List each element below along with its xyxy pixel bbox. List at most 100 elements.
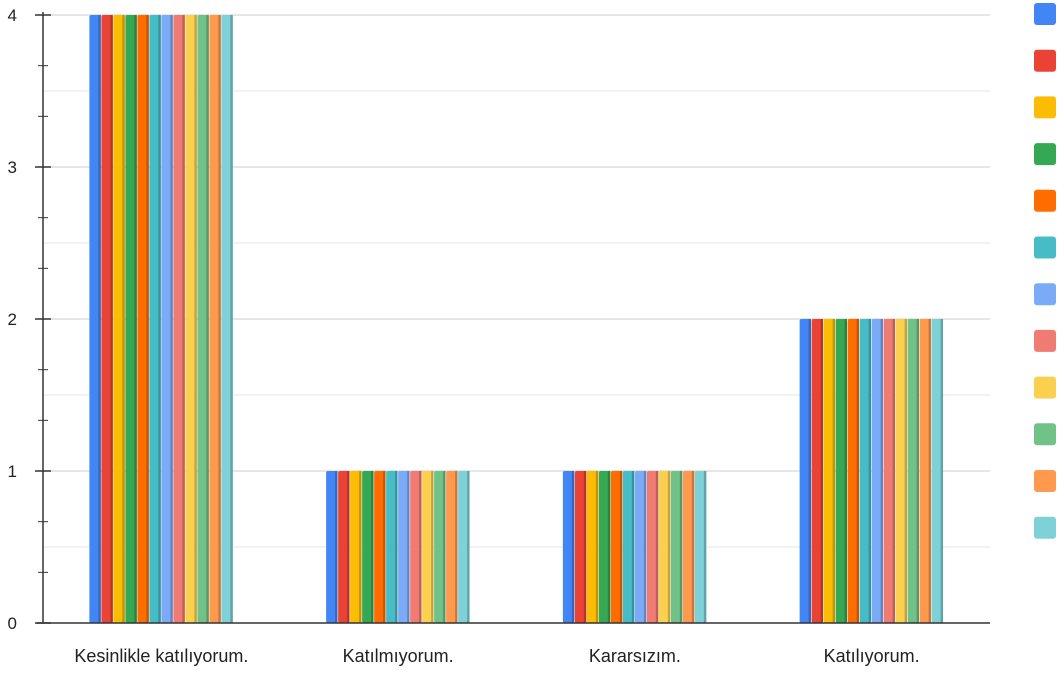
bar-1-series-6 bbox=[149, 15, 161, 623]
bar-edge-2-series-12 bbox=[467, 471, 470, 623]
bar-4-series-2 bbox=[811, 319, 824, 623]
bar-edge-3-series-11 bbox=[691, 471, 695, 623]
bar-2-series-6 bbox=[386, 471, 398, 623]
y-tick-label-0: 0 bbox=[8, 614, 17, 633]
bar-4-series-12 bbox=[931, 319, 944, 623]
y-tick-label-3: 3 bbox=[8, 158, 17, 177]
bar-2-series-2 bbox=[338, 471, 350, 623]
legend-swatch-6 bbox=[1034, 236, 1056, 259]
bar-edge-4-series-9 bbox=[904, 319, 908, 623]
bar-2-series-8 bbox=[410, 471, 422, 623]
bar-4-series-7 bbox=[871, 319, 884, 623]
y-tick-label-2: 2 bbox=[8, 310, 17, 329]
bar-3-series-9 bbox=[658, 471, 671, 623]
bar-edge-2-series-3 bbox=[359, 471, 362, 623]
bar-edge-2-series-8 bbox=[419, 471, 422, 623]
bar-2-series-9 bbox=[422, 471, 434, 623]
bar-1-series-10 bbox=[197, 15, 209, 623]
bar-edge-4-series-4 bbox=[844, 319, 848, 623]
x-category-label-2: Katılmıyorum. bbox=[343, 646, 454, 666]
bar-3-series-5 bbox=[610, 471, 623, 623]
bar-1-series-7 bbox=[161, 15, 173, 623]
bar-2-series-11 bbox=[446, 471, 458, 623]
bar-3-series-4 bbox=[598, 471, 611, 623]
bar-1-series-11 bbox=[209, 15, 221, 623]
bar-edge-4-series-1 bbox=[808, 319, 812, 623]
bar-edge-1-series-9 bbox=[194, 15, 197, 623]
legend-swatch-4 bbox=[1034, 143, 1056, 166]
bar-edge-3-series-3 bbox=[595, 471, 599, 623]
x-category-label-1: Kesinlikle katılıyorum. bbox=[74, 646, 248, 666]
bar-edge-1-series-11 bbox=[218, 15, 221, 623]
bar-4-series-3 bbox=[823, 319, 836, 623]
bar-3-series-11 bbox=[682, 471, 695, 623]
bar-edge-3-series-2 bbox=[583, 471, 587, 623]
y-tick-label-4: 4 bbox=[8, 6, 17, 25]
bar-edge-3-series-10 bbox=[679, 471, 683, 623]
bar-edge-4-series-11 bbox=[928, 319, 932, 623]
legend-swatch-9 bbox=[1034, 376, 1056, 399]
bar-edge-2-series-1 bbox=[335, 471, 338, 623]
bar-4-series-10 bbox=[907, 319, 920, 623]
bar-3-series-2 bbox=[574, 471, 587, 623]
bar-2-series-5 bbox=[374, 471, 386, 623]
bar-3-series-7 bbox=[634, 471, 647, 623]
legend-swatch-7 bbox=[1034, 283, 1056, 306]
x-category-label-3: Kararsızım. bbox=[589, 646, 681, 666]
bar-4-series-8 bbox=[883, 319, 896, 623]
bar-edge-4-series-8 bbox=[892, 319, 896, 623]
bar-edge-2-series-9 bbox=[431, 471, 434, 623]
bar-2-series-3 bbox=[350, 471, 362, 623]
bar-3-series-12 bbox=[694, 471, 707, 623]
legend-swatch-5 bbox=[1034, 189, 1056, 212]
bar-1-series-9 bbox=[185, 15, 197, 623]
legend-swatch-8 bbox=[1034, 329, 1056, 352]
bar-edge-1-series-10 bbox=[206, 15, 209, 623]
bar-3-series-1 bbox=[562, 471, 575, 623]
y-tick-label-1: 1 bbox=[8, 462, 17, 481]
bar-edge-4-series-2 bbox=[820, 319, 824, 623]
bar-4-series-5 bbox=[847, 319, 860, 623]
bar-edge-1-series-2 bbox=[110, 15, 113, 623]
legend-swatch-1 bbox=[1034, 3, 1056, 25]
bar-edge-3-series-8 bbox=[655, 471, 659, 623]
bar-edge-2-series-6 bbox=[395, 471, 398, 623]
bar-4-series-11 bbox=[919, 319, 932, 623]
bar-edge-3-series-1 bbox=[571, 471, 575, 623]
bar-2-series-4 bbox=[362, 471, 374, 623]
x-axis-category-labels: Kesinlikle katılıyorum. Katılmıyorum. Kara… bbox=[74, 646, 919, 666]
bar-4-series-4 bbox=[835, 319, 848, 623]
bar-1-series-5 bbox=[137, 15, 149, 623]
bar-edge-1-series-1 bbox=[98, 15, 101, 623]
bar-2-series-1 bbox=[326, 471, 338, 623]
legend-swatch-3 bbox=[1034, 96, 1056, 119]
bar-2-series-12 bbox=[458, 471, 470, 623]
bar-edge-3-series-9 bbox=[667, 471, 671, 623]
bar-2-series-10 bbox=[434, 471, 446, 623]
bar-3-series-8 bbox=[646, 471, 659, 623]
x-category-label-4: Katılıyorum. bbox=[824, 646, 920, 666]
legend bbox=[1034, 3, 1056, 539]
bar-edge-3-series-5 bbox=[619, 471, 623, 623]
legend-swatch-10 bbox=[1034, 423, 1056, 446]
bar-1-series-12 bbox=[221, 15, 233, 623]
y-axis-tick-labels: 0 1 2 3 4 bbox=[8, 6, 17, 633]
legend-swatch-2 bbox=[1034, 49, 1056, 72]
bar-edge-2-series-4 bbox=[371, 471, 374, 623]
bar-edge-1-series-5 bbox=[146, 15, 149, 623]
bar-edge-3-series-6 bbox=[631, 471, 635, 623]
bar-edge-1-series-3 bbox=[122, 15, 125, 623]
bar-1-series-8 bbox=[173, 15, 185, 623]
bar-1-series-2 bbox=[101, 15, 113, 623]
bar-3-series-6 bbox=[622, 471, 635, 623]
legend-swatch-12 bbox=[1034, 516, 1056, 539]
bar-edge-1-series-4 bbox=[134, 15, 137, 623]
bar-edge-2-series-5 bbox=[383, 471, 386, 623]
bar-2-series-7 bbox=[398, 471, 410, 623]
bar-edge-4-series-3 bbox=[832, 319, 836, 623]
legend-swatch-11 bbox=[1034, 470, 1056, 492]
bar-3-series-3 bbox=[586, 471, 599, 623]
bar-4-series-1 bbox=[799, 319, 812, 623]
axes bbox=[35, 12, 990, 624]
